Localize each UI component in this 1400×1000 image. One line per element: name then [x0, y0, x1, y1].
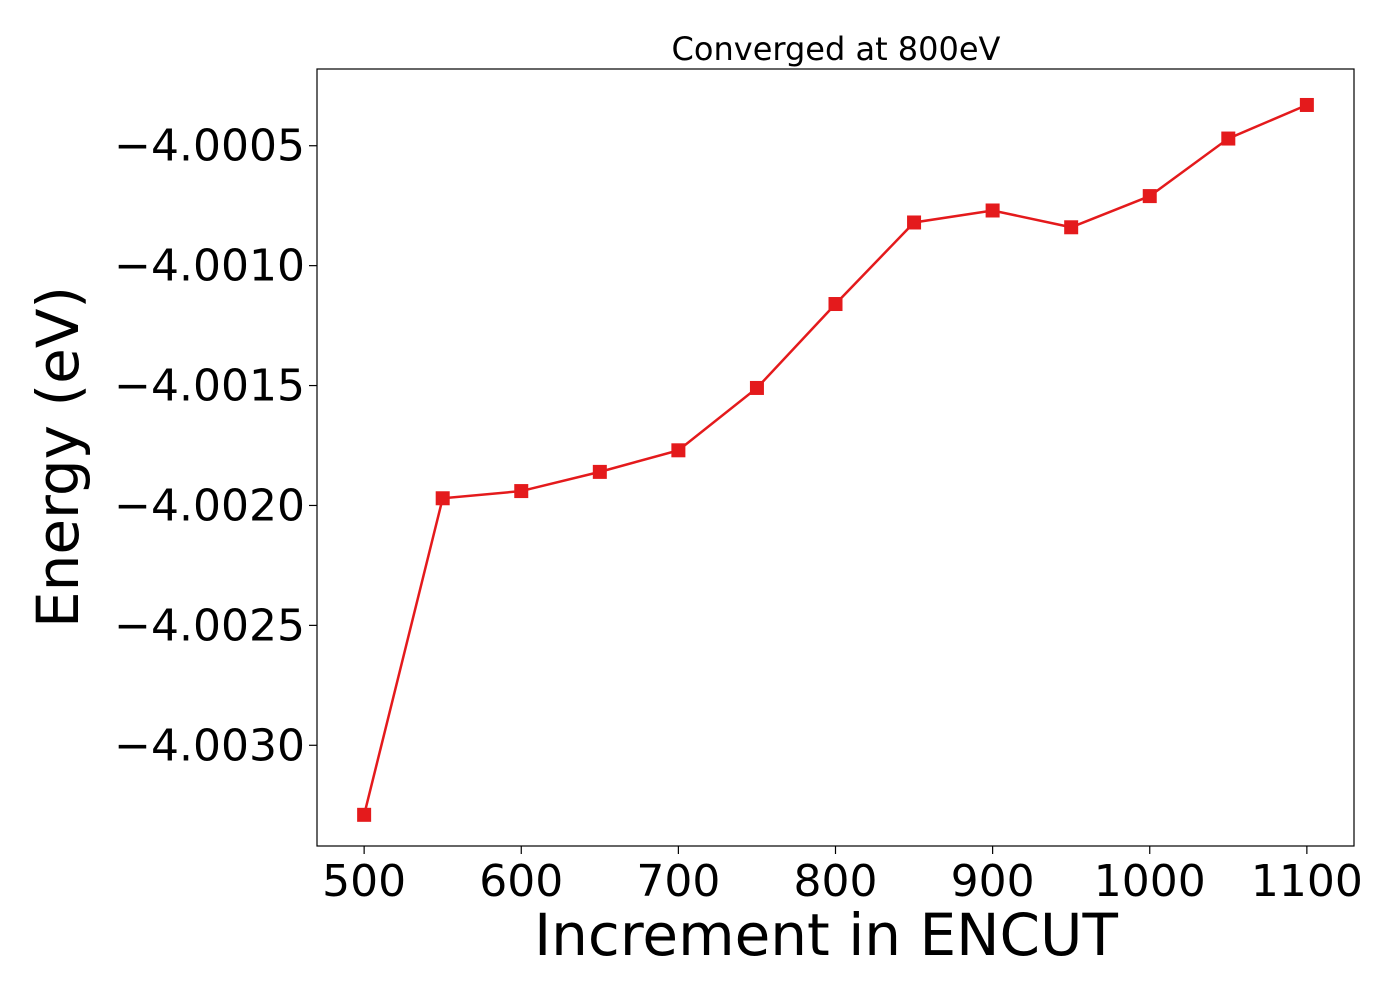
data-point-marker [592, 464, 607, 479]
data-point-marker [671, 443, 686, 458]
y-tick-label: −4.0030 [114, 720, 305, 771]
y-tick-label: −4.0015 [114, 361, 305, 412]
chart-title: Converged at 800eV [672, 30, 1001, 68]
x-tick-label: 1100 [1251, 856, 1363, 907]
data-point-marker [435, 491, 450, 506]
data-point-marker [1299, 97, 1314, 112]
y-axis-label: Energy (eV) [24, 286, 92, 628]
y-tick-label: −4.0025 [114, 600, 305, 651]
x-tick-label: 1000 [1094, 856, 1206, 907]
data-point-marker [514, 484, 529, 499]
x-axis-label: Increment in ENCUT [534, 901, 1118, 969]
x-tick-label: 700 [636, 856, 720, 907]
data-point-marker [907, 215, 922, 230]
data-point-marker [357, 807, 372, 822]
data-point-marker [1064, 220, 1079, 235]
x-tick-label: 900 [951, 856, 1035, 907]
data-point-marker [1221, 131, 1236, 146]
data-point-marker [749, 380, 764, 395]
y-tick-label: −4.0010 [114, 241, 305, 292]
y-axis-ticks: −4.0005 −4.0010 −4.0015 −4.0020 −4.0025 −4.00… [114, 121, 317, 771]
y-tick-label: −4.0020 [114, 480, 305, 531]
x-tick-label: 600 [479, 856, 563, 907]
series-layer [357, 97, 1314, 822]
data-point-marker [1142, 189, 1157, 204]
plot-area [316, 68, 1355, 847]
x-tick-label: 800 [794, 856, 878, 907]
series-line [362, 103, 1308, 816]
data-point-marker [828, 297, 843, 312]
data-point-marker [985, 203, 1000, 218]
y-tick-label: −4.0005 [114, 121, 305, 172]
x-axis-ticks: 500 600 700 800 900 1000 1100 [322, 846, 1363, 907]
x-tick-label: 500 [322, 856, 406, 907]
